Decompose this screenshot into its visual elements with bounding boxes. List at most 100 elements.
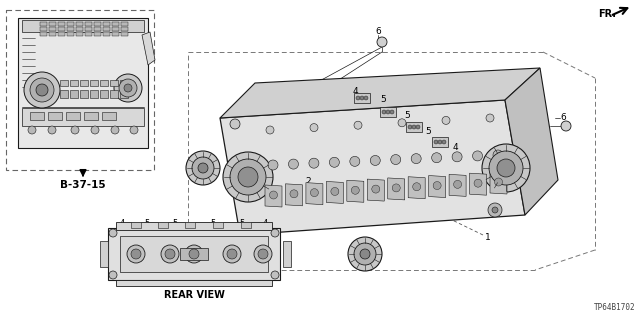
Text: 4: 4 <box>352 87 358 97</box>
Circle shape <box>489 151 523 185</box>
Polygon shape <box>388 178 404 200</box>
Circle shape <box>348 237 382 271</box>
Circle shape <box>377 37 387 47</box>
Circle shape <box>416 125 420 129</box>
Bar <box>80 90 88 98</box>
Bar <box>85 32 92 36</box>
Circle shape <box>330 157 339 167</box>
Bar <box>120 80 128 86</box>
Bar <box>60 90 68 98</box>
Text: 5: 5 <box>172 219 178 228</box>
Bar <box>100 80 108 86</box>
Text: 5: 5 <box>211 219 216 228</box>
Circle shape <box>364 96 368 100</box>
Bar <box>110 80 118 86</box>
Circle shape <box>71 126 79 134</box>
Bar <box>49 32 56 36</box>
Circle shape <box>24 72 60 108</box>
Bar <box>67 27 74 31</box>
Bar <box>85 22 92 26</box>
Circle shape <box>124 84 132 92</box>
Bar <box>131 222 141 228</box>
Circle shape <box>331 188 339 196</box>
Bar <box>6 10 154 170</box>
Text: FR.: FR. <box>598 9 616 19</box>
Bar <box>80 80 88 86</box>
Bar <box>94 27 101 31</box>
Text: 5: 5 <box>380 95 386 105</box>
Circle shape <box>161 245 179 263</box>
Circle shape <box>268 160 278 170</box>
Polygon shape <box>220 68 540 118</box>
Circle shape <box>452 152 462 162</box>
Bar <box>103 32 110 36</box>
Bar <box>70 80 78 86</box>
Circle shape <box>269 191 278 199</box>
Circle shape <box>111 126 119 134</box>
Bar <box>70 90 78 98</box>
Text: B-37-15: B-37-15 <box>60 180 106 190</box>
Circle shape <box>561 121 571 131</box>
Circle shape <box>28 126 36 134</box>
Polygon shape <box>449 174 466 197</box>
Text: 6: 6 <box>375 27 381 36</box>
Text: 5: 5 <box>425 128 431 137</box>
Bar <box>241 222 251 228</box>
Circle shape <box>434 140 438 144</box>
Text: 5: 5 <box>404 110 410 120</box>
Bar <box>76 22 83 26</box>
Circle shape <box>223 152 273 202</box>
Circle shape <box>350 156 360 167</box>
Circle shape <box>271 229 279 237</box>
Polygon shape <box>354 93 370 103</box>
Circle shape <box>192 157 214 179</box>
Polygon shape <box>285 184 303 206</box>
Polygon shape <box>306 183 323 204</box>
Text: 3: 3 <box>192 155 198 165</box>
Circle shape <box>472 151 483 161</box>
Circle shape <box>266 126 274 134</box>
Bar <box>49 27 56 31</box>
Bar <box>213 222 223 228</box>
Bar <box>85 27 92 31</box>
Polygon shape <box>505 68 558 215</box>
Text: 1: 1 <box>485 234 491 242</box>
Circle shape <box>109 271 117 279</box>
Bar <box>90 80 98 86</box>
Circle shape <box>223 245 241 263</box>
Text: 4: 4 <box>452 144 458 152</box>
Circle shape <box>119 79 137 97</box>
Bar <box>66 112 80 120</box>
Bar <box>102 112 116 120</box>
Bar <box>112 32 119 36</box>
Bar <box>67 22 74 26</box>
Polygon shape <box>490 172 507 194</box>
Circle shape <box>114 74 142 102</box>
Circle shape <box>254 245 272 263</box>
Circle shape <box>30 78 54 102</box>
Circle shape <box>486 114 494 122</box>
Circle shape <box>408 125 412 129</box>
Bar <box>100 241 108 267</box>
Text: 3: 3 <box>365 248 371 256</box>
Circle shape <box>382 110 386 114</box>
Circle shape <box>360 249 370 259</box>
Bar <box>103 22 110 26</box>
Circle shape <box>310 189 319 197</box>
Bar <box>112 27 119 31</box>
Text: REAR VIEW: REAR VIEW <box>164 290 225 300</box>
Bar <box>67 32 74 36</box>
Circle shape <box>482 144 530 192</box>
Circle shape <box>391 154 401 165</box>
Circle shape <box>354 121 362 129</box>
Bar <box>120 90 128 98</box>
Polygon shape <box>265 185 282 207</box>
Polygon shape <box>220 100 525 235</box>
Bar <box>121 32 128 36</box>
Polygon shape <box>408 177 425 199</box>
Circle shape <box>230 119 240 129</box>
Circle shape <box>130 126 138 134</box>
Bar <box>60 80 68 86</box>
Bar <box>121 27 128 31</box>
Circle shape <box>497 159 515 177</box>
